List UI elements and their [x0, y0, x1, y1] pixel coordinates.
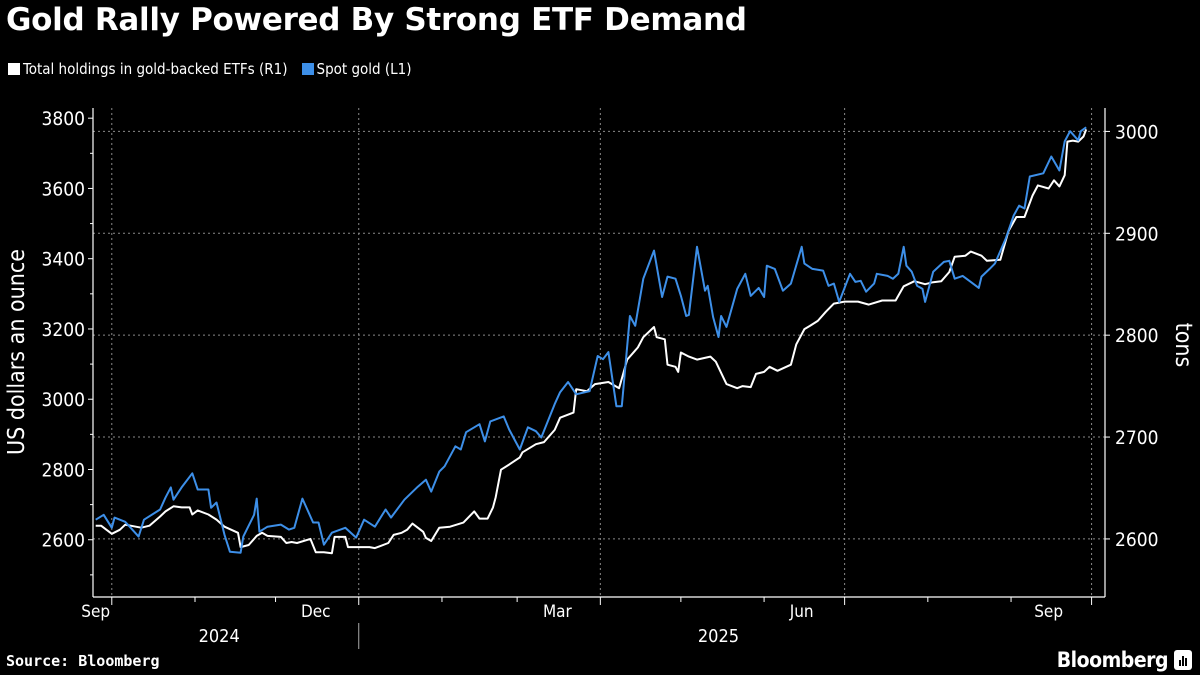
left-tick-label: 3200 [42, 319, 86, 341]
legend-swatch-gold [301, 63, 314, 75]
bloomberg-chart-icon [1174, 650, 1192, 670]
x-year-label: 2024 [199, 626, 240, 647]
right-tick-label: 3000 [1115, 121, 1159, 143]
left-tick-label: 3400 [42, 249, 86, 271]
left-axis-title: US dollars an ounce [4, 249, 30, 455]
right-tick-label: 2900 [1115, 223, 1159, 245]
x-month-label: Sep [81, 602, 110, 622]
left-tick-label: 3800 [42, 108, 86, 130]
legend-item-gold: Spot gold (L1) [301, 60, 412, 78]
chart-title: Gold Rally Powered By Strong ETF Demand [6, 2, 747, 38]
x-month-label: Mar [543, 602, 573, 622]
legend: Total holdings in gold-backed ETFs (R1) … [8, 60, 412, 78]
left-tick-label: 3600 [42, 178, 86, 200]
source-note: Source: Bloomberg [6, 652, 160, 670]
etf-holdings-line [95, 129, 1088, 555]
left-tick-label: 3000 [42, 389, 86, 411]
legend-label-etf: Total holdings in gold-backed ETFs (R1) [23, 60, 288, 78]
x-month-label: Dec [301, 602, 331, 622]
left-tick-label: 2600 [42, 530, 86, 552]
left-tick-label: 2800 [42, 459, 86, 481]
spot-gold-line [95, 126, 1087, 554]
legend-label-gold: Spot gold (L1) [316, 60, 412, 78]
x-month-label: Sep [1034, 602, 1063, 622]
right-tick-label: 2700 [1115, 427, 1159, 449]
x-month-label: Jun [789, 602, 814, 622]
x-year-label: 2025 [698, 626, 739, 647]
right-axis-title: tons [1170, 323, 1196, 368]
right-tick-label: 2600 [1115, 529, 1159, 551]
bloomberg-logo: Bloomberg [1056, 648, 1169, 672]
legend-swatch-etf [8, 63, 20, 75]
legend-item-etf: Total holdings in gold-backed ETFs (R1) [8, 60, 288, 78]
right-tick-label: 2800 [1115, 325, 1159, 347]
